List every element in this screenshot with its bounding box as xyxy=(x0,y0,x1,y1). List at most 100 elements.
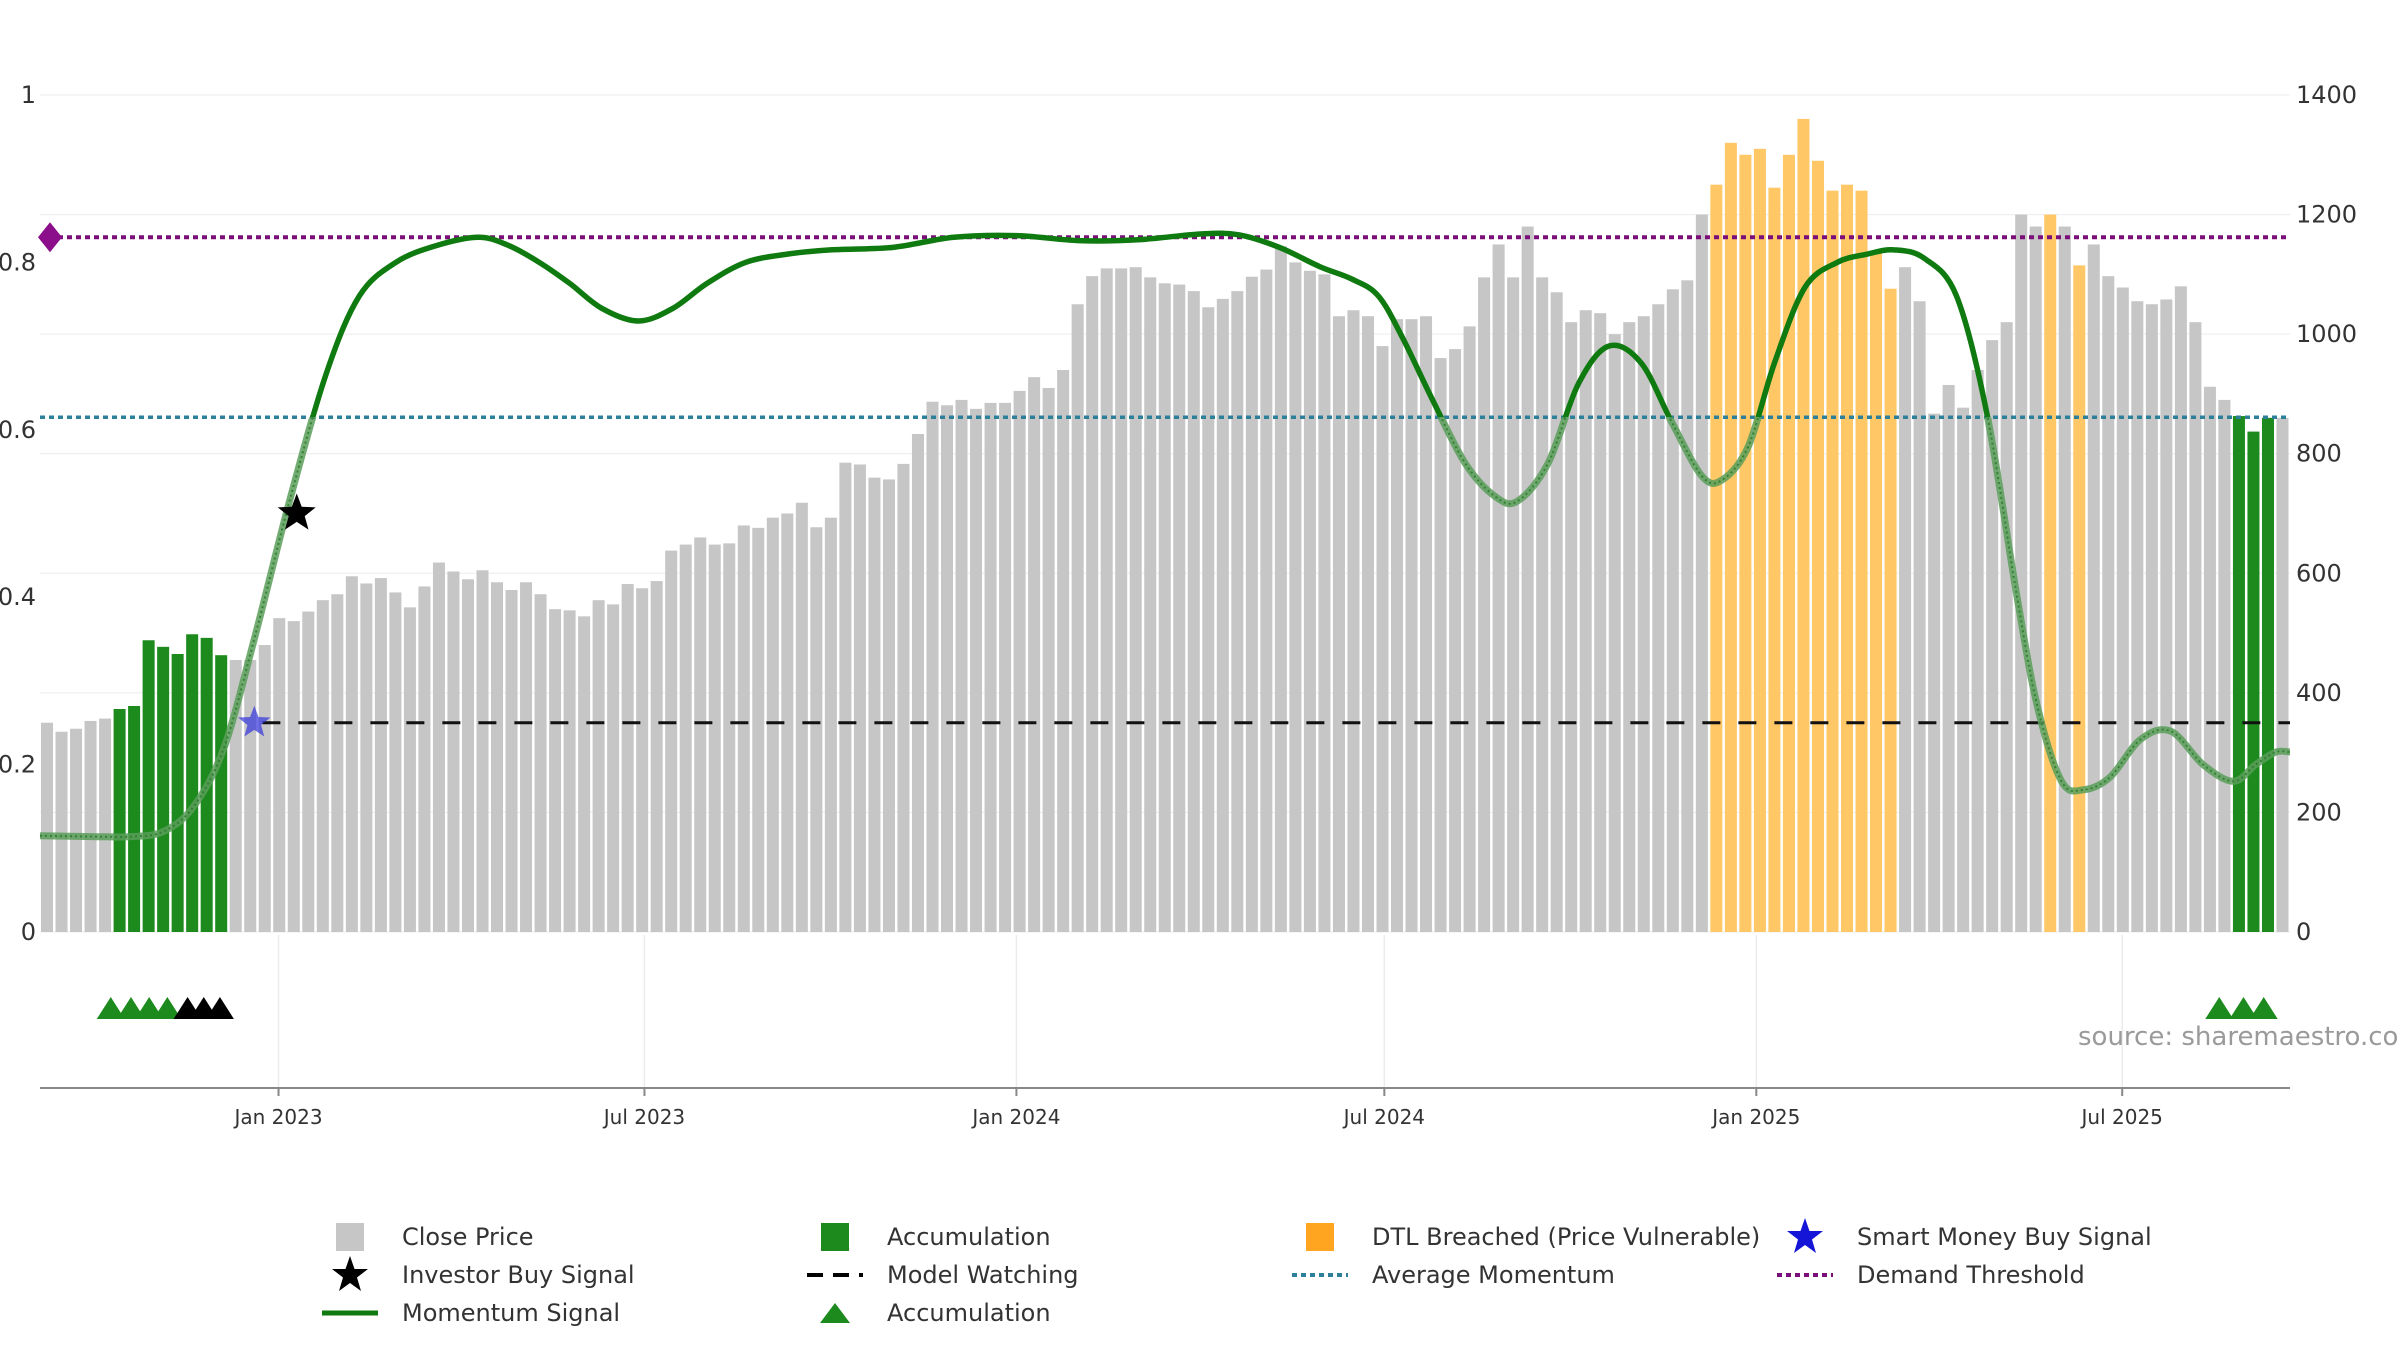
accumulation-triangle xyxy=(205,997,234,1019)
price-bar xyxy=(1913,301,1926,932)
price-bar xyxy=(737,525,750,932)
signal-markers xyxy=(96,493,2278,1019)
price-bar xyxy=(418,586,431,932)
price-bar xyxy=(1100,268,1113,933)
price-bar xyxy=(1216,298,1229,933)
accumulation-triangle xyxy=(153,997,182,1019)
dtl-breached-bar xyxy=(1724,142,1737,933)
price-bar xyxy=(1594,313,1607,932)
price-bar xyxy=(795,502,808,932)
price-bar xyxy=(1971,370,1984,932)
price-bar xyxy=(1028,377,1041,932)
legend-demand-threshold-label: Demand Threshold xyxy=(1857,1261,2085,1289)
legend-solid-green-line xyxy=(320,1296,380,1330)
legend-dashed-line xyxy=(805,1258,865,1292)
price-bar xyxy=(882,479,895,932)
price-bar xyxy=(1042,387,1055,932)
price-bar xyxy=(607,604,620,932)
right-tick-label: 200 xyxy=(2296,798,2342,826)
price-bar xyxy=(1652,304,1665,932)
price-bar xyxy=(621,584,634,932)
price-bar xyxy=(578,616,591,932)
x-tick-label: Jan 2024 xyxy=(970,1105,1060,1129)
price-bar xyxy=(1347,310,1360,932)
legend-dtl-swatch xyxy=(1290,1220,1350,1254)
x-tick-label: Jul 2023 xyxy=(602,1105,685,1129)
price-bar xyxy=(316,600,329,932)
price-bar xyxy=(1274,246,1287,932)
price-bar xyxy=(520,582,533,932)
left-tick-label: 1 xyxy=(21,81,36,109)
smart-money-buy-star xyxy=(238,705,271,737)
legend-momentum-signal-label: Momentum Signal xyxy=(402,1299,621,1327)
price-bar xyxy=(868,477,881,932)
price-bar xyxy=(2029,226,2042,932)
price-bar xyxy=(1507,277,1520,932)
accumulation-bar xyxy=(171,653,184,932)
price-bar xyxy=(1681,280,1694,933)
price-bar xyxy=(2218,399,2231,933)
price-bar xyxy=(1420,316,1433,932)
price-bar xyxy=(1086,276,1099,932)
price-bar xyxy=(1202,307,1215,933)
legend-investor-buy-label: Investor Buy Signal xyxy=(402,1261,635,1289)
price-bar xyxy=(287,621,300,932)
price-bar xyxy=(679,544,692,932)
price-bar xyxy=(1942,384,1955,933)
price-bar xyxy=(1361,316,1374,932)
legend-demand-threshold: Demand Threshold xyxy=(1775,1258,2085,1292)
price-bar xyxy=(1303,270,1316,932)
accumulation-bar xyxy=(215,655,228,932)
right-tick-label: 1200 xyxy=(2296,201,2357,229)
price-bar xyxy=(708,544,721,932)
price-bar xyxy=(694,537,707,932)
x-tick-label: Jan 2023 xyxy=(232,1105,322,1129)
price-bar xyxy=(258,645,271,932)
price-bar xyxy=(752,527,765,932)
legend-momentum-signal: Momentum Signal xyxy=(320,1296,620,1330)
left-tick-label: 0.6 xyxy=(0,416,36,444)
dtl-breached-bar xyxy=(1855,190,1868,932)
price-bar xyxy=(941,405,954,933)
price-bar xyxy=(766,517,779,932)
price-bar xyxy=(1666,289,1679,932)
price-bar xyxy=(1695,214,1708,933)
legend-close-price: Close Price xyxy=(320,1220,534,1254)
price-bar xyxy=(984,402,997,932)
price-bar xyxy=(1899,267,1912,932)
price-bar xyxy=(505,590,518,932)
legend-dtl-breached-label: DTL Breached (Price Vulnerable) xyxy=(1372,1223,1761,1251)
dtl-breached-bar xyxy=(1739,154,1752,933)
price-bar xyxy=(2145,304,2158,932)
accumulation-bar xyxy=(128,706,141,932)
price-bar xyxy=(650,581,663,932)
price-bar xyxy=(2276,417,2289,932)
price-bar xyxy=(665,550,678,932)
price-bar xyxy=(1478,277,1491,932)
price-bar xyxy=(2203,386,2216,932)
price-bar xyxy=(1158,283,1171,932)
price-bar xyxy=(1129,267,1142,932)
dtl-breached-bar xyxy=(1826,190,1839,932)
right-tick-label: 600 xyxy=(2296,559,2342,587)
price-bar xyxy=(70,728,83,932)
legend-close-price-label: Close Price xyxy=(402,1223,534,1251)
price-bar xyxy=(491,582,504,932)
price-bar xyxy=(1550,292,1563,932)
price-bar xyxy=(824,517,837,932)
price-bar xyxy=(1405,319,1418,933)
dtl-breached-bar xyxy=(1768,187,1781,933)
accumulation-bar xyxy=(157,646,170,932)
dtl-breached-bar xyxy=(1884,288,1897,933)
legend: Close Price Accumulation DTL Breached (P… xyxy=(0,1200,2400,1350)
x-tick-label: Jul 2024 xyxy=(1342,1105,1425,1129)
price-bar xyxy=(926,401,939,933)
price-bar xyxy=(534,594,547,932)
accumulation-triangle xyxy=(135,997,164,1019)
price-bar xyxy=(2087,244,2100,932)
price-bar xyxy=(55,731,68,932)
price-bar xyxy=(447,571,460,932)
price-bar xyxy=(1434,358,1447,932)
momentum-line-strong xyxy=(309,230,1991,418)
price-bar xyxy=(432,562,445,932)
